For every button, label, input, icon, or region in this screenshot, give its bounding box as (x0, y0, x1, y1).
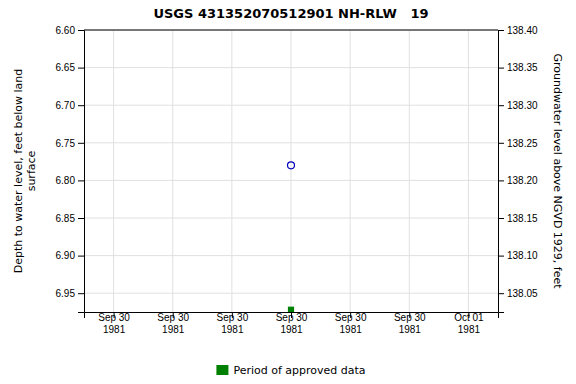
tick-mark (498, 180, 504, 181)
axis-line (78, 31, 85, 313)
tick-label: Sep 301981 (98, 312, 130, 335)
x-tick: Sep 301981 (335, 312, 367, 335)
tick-label: Sep 301981 (335, 312, 367, 335)
x-tick: Sep 301981 (98, 312, 130, 335)
tick-mark (78, 180, 84, 181)
grid-line (172, 30, 173, 312)
legend: Period of approved data (216, 364, 365, 377)
plot: Sep 301981 Sep 301981 Sep 301981 Sep 301981… (56, 25, 538, 335)
y-tick: 6.75 (56, 138, 84, 149)
grid-line (291, 30, 292, 312)
tick-mark (78, 30, 84, 31)
y2-tick: 138.15 (498, 213, 538, 224)
y2-axis-title: Groundwater level above NGVD 1929, feet (551, 53, 564, 289)
y2-tick: 138.40 (498, 25, 538, 36)
tick-mark (498, 293, 504, 294)
y2-tick: 138.20 (498, 175, 538, 186)
y-tick: 6.65 (56, 62, 84, 73)
x-axis: Sep 301981 Sep 301981 Sep 301981 Sep 301981… (85, 312, 499, 335)
legend-swatch (216, 365, 228, 375)
tick-mark (78, 105, 84, 106)
tick-label: 138.15 (507, 213, 538, 224)
tick-label: 138.35 (507, 62, 538, 73)
legend-item: Period of approved data (216, 364, 365, 377)
y2-tick: 138.10 (498, 250, 538, 261)
tick-label: 6.85 (56, 213, 76, 224)
y-tick: 6.60 (56, 25, 84, 36)
frame-line (84, 30, 498, 31)
tick-label: Sep 301981 (276, 312, 308, 335)
y-axis-title: Depth to water level, feet below landsur… (12, 69, 38, 274)
x-tick: Oct 011981 (454, 312, 484, 335)
grid-line (468, 30, 469, 312)
y-axis: 6.60 6.65 6.70 6.75 6.80 6.85 6.90 6.95 (56, 25, 85, 313)
grid (84, 30, 498, 312)
tick-mark (78, 293, 84, 294)
y-tick: 6.85 (56, 213, 84, 224)
y2-tick: 138.35 (498, 62, 538, 73)
tick-mark (498, 256, 504, 257)
tick-label: 6.75 (56, 138, 76, 149)
y2-tick: 138.30 (498, 100, 538, 111)
x-tick: Sep 301981 (157, 312, 189, 335)
tick-mark (78, 256, 84, 257)
x-tick: Sep 301981 (276, 312, 308, 335)
axis-line (499, 31, 505, 313)
tick-label: Sep 301981 (157, 312, 189, 335)
tick-mark (498, 30, 504, 31)
tick-mark (498, 105, 504, 106)
tick-mark (498, 68, 504, 69)
tick-label: 138.30 (507, 100, 538, 111)
y2-tick: 138.25 (498, 138, 538, 149)
y-tick: 6.95 (56, 288, 84, 299)
marks (288, 162, 295, 312)
tick-label: Sep 301981 (217, 312, 249, 335)
tick-label: 138.40 (507, 25, 538, 36)
tick-mark (78, 143, 84, 144)
grid-line (84, 30, 498, 31)
x-tick: Sep 301981 (217, 312, 249, 335)
tick-label: 138.10 (507, 250, 538, 261)
tick-mark (498, 218, 504, 219)
chart: Sep 301981 Sep 301981 Sep 301981 Sep 301981… (0, 0, 576, 384)
tick-label: 138.20 (507, 175, 538, 186)
tick-label: Sep 301981 (394, 312, 426, 335)
grid-line (231, 30, 232, 312)
tick-label: Oct 011981 (454, 312, 484, 335)
tick-mark (78, 68, 84, 69)
title: USGS 431352070512901 NH-RLW 19 (153, 6, 428, 21)
y-tick: 6.90 (56, 250, 84, 261)
tick-label: 138.05 (507, 288, 538, 299)
legend-label: Period of approved data (233, 364, 365, 377)
tick-label: 6.95 (56, 288, 76, 299)
y-tick: 6.80 (56, 175, 84, 186)
grid-line (350, 30, 351, 312)
tick-mark (78, 218, 84, 219)
tick-label: 138.25 (507, 138, 538, 149)
grid-line (113, 30, 114, 312)
point (289, 307, 294, 312)
tick-label: 6.60 (56, 25, 76, 36)
y-tick: 6.70 (56, 100, 84, 111)
tick-label: 6.70 (56, 100, 76, 111)
tick-label: 6.65 (56, 62, 76, 73)
y2-tick: 138.05 (498, 288, 538, 299)
tick-label: 6.80 (56, 175, 76, 186)
x-tick: Sep 301981 (394, 312, 426, 335)
point (288, 162, 295, 169)
y2-axis: 138.40 138.35 138.30 138.25 138.20 138.15 138.… (498, 25, 538, 313)
grid-line (409, 30, 410, 312)
tick-mark (498, 143, 504, 144)
tick-label: 6.90 (56, 250, 76, 261)
